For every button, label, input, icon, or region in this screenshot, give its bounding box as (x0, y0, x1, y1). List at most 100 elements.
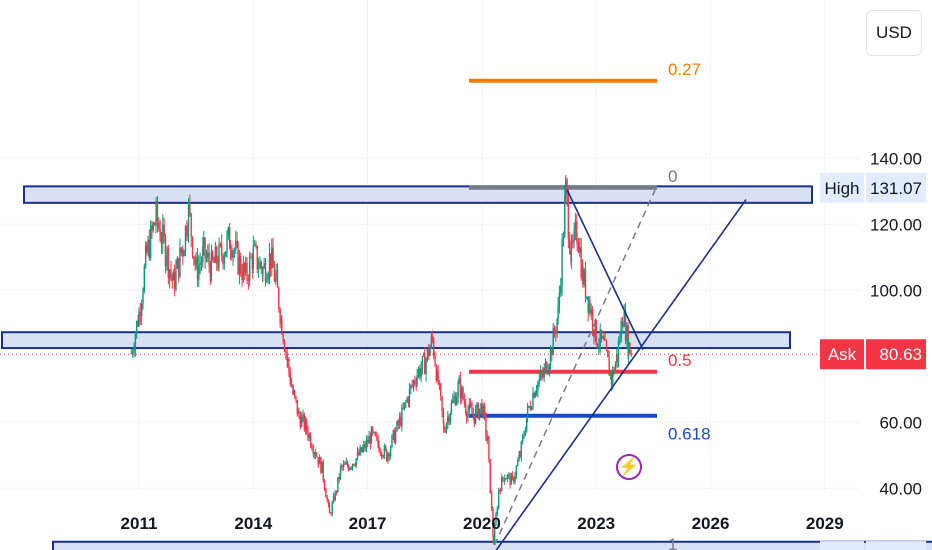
candle-body (495, 514, 497, 526)
candle-body (339, 466, 342, 479)
y-tick-label: 40.00 (879, 479, 922, 498)
candle-body (511, 474, 514, 478)
ascending-trendline[interactable] (492, 199, 747, 550)
x-tick-label: 2017 (349, 514, 387, 533)
candle-body (337, 477, 339, 492)
candle-body (316, 456, 318, 458)
candle-body (488, 436, 490, 460)
candle-body (194, 259, 196, 266)
candle-body (238, 256, 241, 274)
candle-body (394, 430, 397, 443)
price-tag-label: Low (826, 547, 858, 550)
candle-body (442, 411, 445, 423)
candle-body (441, 396, 443, 412)
candle-body (434, 356, 436, 366)
candle-body (415, 383, 417, 385)
candle-body (266, 279, 268, 282)
candle-body (523, 435, 525, 437)
candle-body (600, 329, 603, 339)
candle-body (139, 311, 142, 316)
candle-body (137, 321, 139, 326)
currency-button[interactable]: USD (866, 10, 922, 56)
candle-body (208, 252, 210, 266)
candle-body (325, 489, 327, 498)
candle-body (414, 380, 416, 384)
candle-body (130, 353, 133, 354)
candle-body (313, 452, 315, 454)
candle-body (132, 352, 134, 354)
candle-body (222, 255, 224, 265)
candle-body (145, 245, 148, 253)
candle-body (199, 263, 201, 265)
candle-body (539, 371, 542, 379)
candle-body (496, 507, 499, 515)
candle-body (435, 365, 438, 381)
candle-body (365, 440, 368, 449)
candle-body (561, 239, 563, 286)
candle-body (303, 414, 306, 430)
candle-body (459, 378, 462, 399)
descending-trendline[interactable] (566, 189, 644, 351)
candle-body (619, 339, 621, 342)
candle-body (152, 223, 154, 231)
candle-body (473, 415, 475, 424)
candle-body (620, 321, 622, 340)
candle-body (544, 362, 547, 368)
bottom-zone[interactable] (52, 540, 932, 550)
fibonacci-retracement[interactable]: 0.27 0 0.5 0.618 1 (469, 60, 711, 550)
candle-body (349, 467, 351, 471)
candle-body (416, 374, 418, 385)
candle-body (437, 369, 439, 384)
candle-body (272, 247, 274, 268)
lightning-icon[interactable]: ⚡ (616, 454, 642, 480)
candle-body (235, 240, 237, 250)
candle-body (567, 197, 570, 240)
candle-body (283, 341, 286, 352)
candle-body (402, 407, 404, 409)
price-tag-value: 131.07 (870, 179, 922, 198)
candle-body (293, 390, 296, 397)
candle-body (617, 341, 620, 362)
candle-body (504, 478, 506, 482)
candle-body (136, 321, 138, 335)
candle-body (205, 256, 208, 259)
support-resistance-zones[interactable] (1, 185, 932, 550)
candle-body (259, 261, 261, 269)
candle-body (483, 405, 486, 416)
candle-body (369, 436, 372, 444)
candle-body (148, 239, 150, 259)
candle-body (607, 350, 609, 358)
price-tag-label-box (820, 541, 864, 550)
candle-body (425, 359, 427, 375)
candle-body (340, 465, 342, 467)
candle-body (226, 235, 228, 252)
candle-body (438, 383, 441, 385)
fib-level-label: 0.27 (668, 60, 701, 79)
trend-lines[interactable] (0, 189, 860, 550)
candle-body (168, 269, 171, 279)
candle-body (424, 353, 426, 375)
candle-body (134, 334, 137, 350)
candle-body (359, 447, 361, 456)
candle-body (172, 271, 174, 281)
y-tick-label: 100.00 (870, 281, 922, 300)
candle-body (328, 504, 331, 514)
middle-zone[interactable] (1, 331, 791, 350)
candle-body (202, 246, 204, 262)
candle-body (342, 463, 345, 468)
candle-body (204, 237, 206, 259)
candle-body (595, 319, 597, 345)
candle-body (195, 257, 197, 266)
candle-body (171, 275, 174, 281)
candle-body (275, 270, 277, 278)
candle-body (269, 253, 272, 269)
fib-level-label: 1 (668, 535, 677, 550)
y-tick-label: 60.00 (879, 413, 922, 432)
price-tag-value-box (866, 172, 926, 203)
candle-body (308, 434, 311, 438)
candle-body (355, 458, 357, 466)
candle-body (351, 464, 354, 468)
top-zone[interactable] (23, 185, 813, 204)
candle-body (562, 236, 565, 240)
